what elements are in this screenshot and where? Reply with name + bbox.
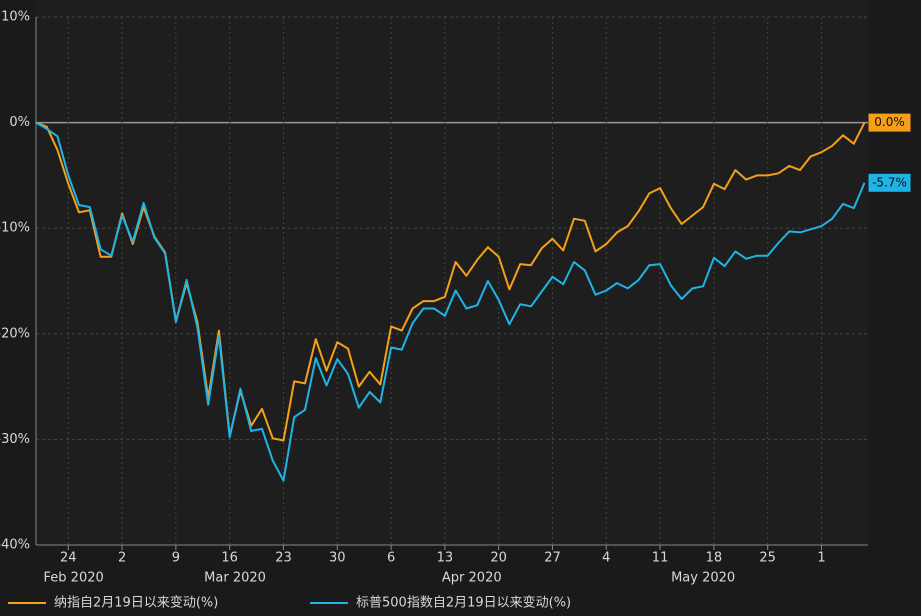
x-tick-label: 27 <box>544 551 561 566</box>
legend-label: 标普500指数自2月19日以来变动(%) <box>356 595 571 611</box>
x-tick-label: 20 <box>490 551 507 566</box>
x-tick-label: 30 <box>329 551 346 566</box>
month-label: May 2020 <box>671 571 735 586</box>
x-tick-label: 9 <box>172 551 180 566</box>
month-label: Apr 2020 <box>442 571 502 586</box>
end-label-box <box>868 173 911 192</box>
end-label: -5.7% <box>872 175 907 189</box>
legend-label: 纳指自2月19日以来变动(%) <box>54 595 218 611</box>
month-label: Mar 2020 <box>204 571 266 586</box>
series-line <box>35 121 866 482</box>
y-tick-label: 0% <box>9 115 30 130</box>
x-tick-label: 6 <box>387 551 395 566</box>
x-tick-label: 24 <box>60 551 77 566</box>
y-tick-label: 10% <box>1 10 30 25</box>
y-tick-label: -30% <box>0 432 30 447</box>
x-tick-label: 13 <box>437 551 454 566</box>
x-tick-label: 23 <box>275 551 292 566</box>
x-tick-label: 25 <box>759 551 776 566</box>
x-tick-label: 11 <box>652 551 669 566</box>
x-tick-label: 4 <box>602 551 610 566</box>
y-tick-label: -10% <box>0 221 30 236</box>
y-tick-label: -40% <box>0 538 30 553</box>
y-tick-label: -20% <box>0 326 30 341</box>
end-label: 0.0% <box>874 115 905 129</box>
x-tick-label: 16 <box>221 551 238 566</box>
x-tick-label: 2 <box>118 551 126 566</box>
month-label: Feb 2020 <box>44 571 104 586</box>
x-tick-label: 18 <box>706 551 723 566</box>
x-tick-label: 1 <box>817 551 825 566</box>
end-label-box <box>868 113 911 132</box>
